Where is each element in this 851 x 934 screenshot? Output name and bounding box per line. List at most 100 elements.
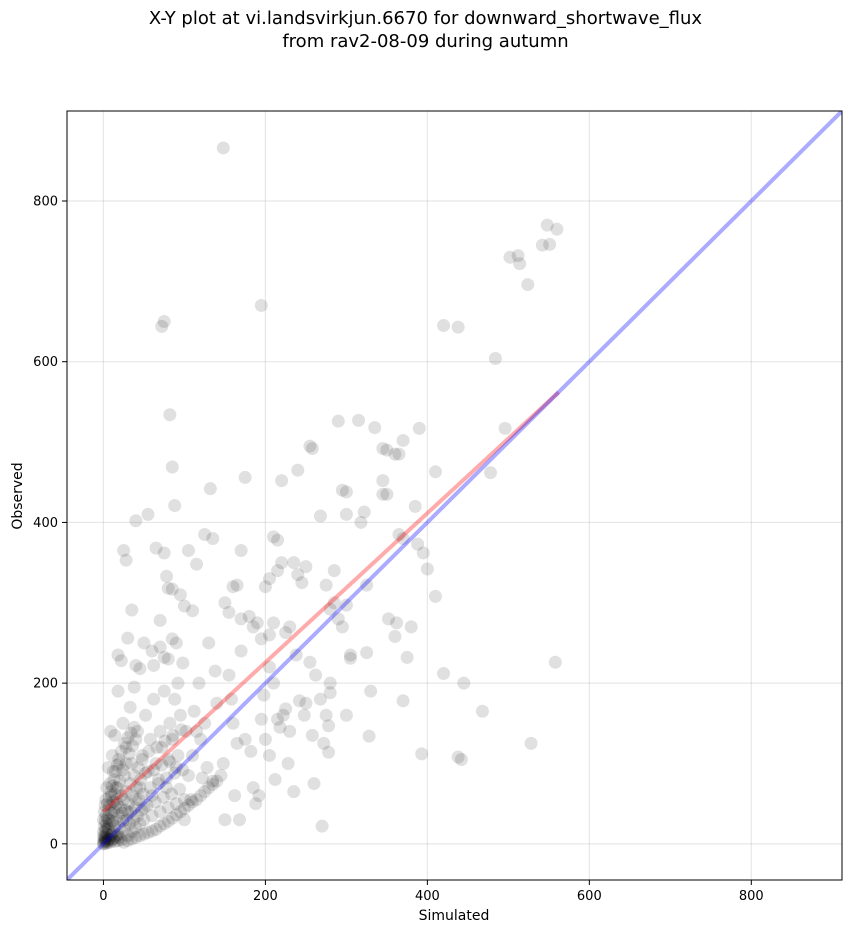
- scatter-point: [125, 832, 139, 846]
- scatter-point: [97, 805, 111, 819]
- scatter-point: [169, 797, 183, 811]
- scatter-point: [392, 447, 406, 461]
- scatter-point: [184, 793, 198, 807]
- scatter-point: [149, 822, 163, 836]
- scatter-point: [428, 465, 442, 479]
- scatter-point: [550, 222, 564, 236]
- scatter-point: [130, 809, 144, 823]
- scatter-point: [111, 834, 125, 848]
- scatter-point: [535, 238, 549, 252]
- scatter-point: [177, 793, 191, 807]
- scatter-point: [121, 631, 135, 645]
- scatter-point: [228, 789, 242, 803]
- scatter-point: [354, 515, 368, 529]
- scatter-point: [166, 728, 180, 742]
- scatter-point: [262, 748, 276, 762]
- scatter-point: [135, 752, 149, 766]
- scatter-point: [141, 826, 155, 840]
- scatter-point: [153, 805, 167, 819]
- y-tick-label: 400: [33, 516, 58, 531]
- x-tick-label: 800: [739, 889, 764, 904]
- scatter-point: [133, 662, 147, 676]
- scatter-point: [102, 813, 116, 827]
- scatter-point: [200, 761, 214, 775]
- scatter-point: [194, 789, 208, 803]
- scatter-point: [339, 708, 353, 722]
- scatter-point: [160, 569, 174, 583]
- scatter-point: [105, 834, 119, 848]
- scatter-point: [380, 443, 394, 457]
- scatter-point: [97, 837, 111, 851]
- scatter-point: [157, 684, 171, 698]
- scatter-point: [163, 408, 177, 422]
- scatter-point: [186, 795, 200, 809]
- scatter-point: [102, 790, 116, 804]
- scatter-point: [126, 813, 140, 827]
- chart-title-line-2: from rav2-08-09 during autumn: [282, 31, 569, 52]
- scatter-point: [147, 658, 161, 672]
- scatter-point: [106, 832, 120, 846]
- scatter-point: [206, 777, 220, 791]
- scatter-point: [100, 821, 114, 835]
- scatter-point: [113, 830, 127, 844]
- scatter-point: [133, 829, 147, 843]
- scatter-point: [186, 748, 200, 762]
- scatter-point: [164, 787, 178, 801]
- scatter-point: [484, 466, 498, 480]
- scatter-point: [105, 814, 119, 828]
- scatter-point: [343, 648, 357, 662]
- scatter-point: [165, 460, 179, 474]
- scatter-point: [105, 827, 119, 841]
- scatter-point: [437, 319, 451, 333]
- scatter-point: [262, 572, 276, 586]
- scatter-point: [287, 785, 301, 799]
- scatter-point: [100, 817, 114, 831]
- scatter-point: [122, 817, 136, 831]
- scatter-point: [137, 827, 151, 841]
- scatter-point: [145, 789, 159, 803]
- scatter-point: [246, 781, 260, 795]
- scatter-point: [276, 708, 290, 722]
- scatter-point: [177, 801, 191, 815]
- scatter-point: [109, 781, 123, 795]
- scatter-point: [360, 646, 374, 660]
- scatter-point: [109, 801, 123, 815]
- scatter-point: [498, 421, 512, 435]
- ticks-layer: 0 200 400 600 800 0 200 400 600 800: [33, 194, 764, 904]
- scatter-point: [98, 798, 112, 812]
- scatter-point: [511, 249, 525, 263]
- scatter-point: [124, 726, 138, 740]
- scatter-point: [96, 837, 110, 851]
- scatter-point: [171, 676, 185, 690]
- scatter-point: [416, 546, 430, 560]
- scatter-point: [238, 470, 252, 484]
- plot-frame: [66, 110, 843, 881]
- scatter-point: [153, 819, 167, 833]
- scatter-point: [408, 499, 422, 513]
- scatter-point: [287, 556, 301, 570]
- scatter-point: [131, 761, 145, 775]
- scatter-point: [174, 723, 188, 737]
- scatter-point: [155, 319, 169, 333]
- scatter-point: [331, 414, 345, 428]
- scatter-point: [114, 744, 128, 758]
- scatter-point: [173, 708, 187, 722]
- scatter-point: [273, 720, 287, 734]
- scatter-point: [192, 676, 206, 690]
- scatter-point: [283, 620, 297, 634]
- scatter-point: [137, 636, 151, 650]
- scatter-point: [179, 724, 193, 738]
- scatter-point: [331, 612, 345, 626]
- scatter-point: [352, 413, 366, 427]
- scatter-point: [116, 716, 130, 730]
- scatter-point: [323, 602, 337, 616]
- scatter-point: [121, 829, 135, 843]
- scatter-point: [130, 781, 144, 795]
- scatter-point: [275, 556, 289, 570]
- scatter-point: [107, 805, 121, 819]
- scatter-point: [297, 708, 311, 722]
- scatter-point: [114, 789, 128, 803]
- scatter-point: [113, 756, 127, 770]
- x-tick-label: 600: [577, 889, 602, 904]
- scatter-point: [475, 704, 489, 718]
